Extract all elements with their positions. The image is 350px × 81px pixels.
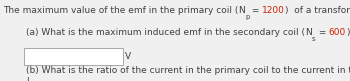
Text: )  of a transformer is: ) of a transformer is [285, 6, 350, 15]
FancyBboxPatch shape [25, 48, 122, 65]
Text: (b) What is the ratio of the current in the primary coil to the current in the s: (b) What is the ratio of the current in … [26, 66, 350, 75]
Text: N: N [305, 28, 312, 37]
Text: V: V [125, 52, 131, 61]
Text: =: = [249, 6, 262, 15]
Text: The maximum value of the emf in the primary coil (: The maximum value of the emf in the prim… [3, 6, 238, 15]
Text: 600: 600 [329, 28, 346, 37]
Text: s: s [312, 36, 315, 42]
Text: (a) What is the maximum induced emf in the secondary coil (: (a) What is the maximum induced emf in t… [26, 28, 305, 37]
Text: N: N [238, 6, 245, 15]
Text: I: I [26, 77, 29, 81]
Text: )?: )? [346, 28, 350, 37]
Text: p: p [245, 14, 249, 20]
Text: 1200: 1200 [262, 6, 285, 15]
Text: =: = [315, 28, 329, 37]
